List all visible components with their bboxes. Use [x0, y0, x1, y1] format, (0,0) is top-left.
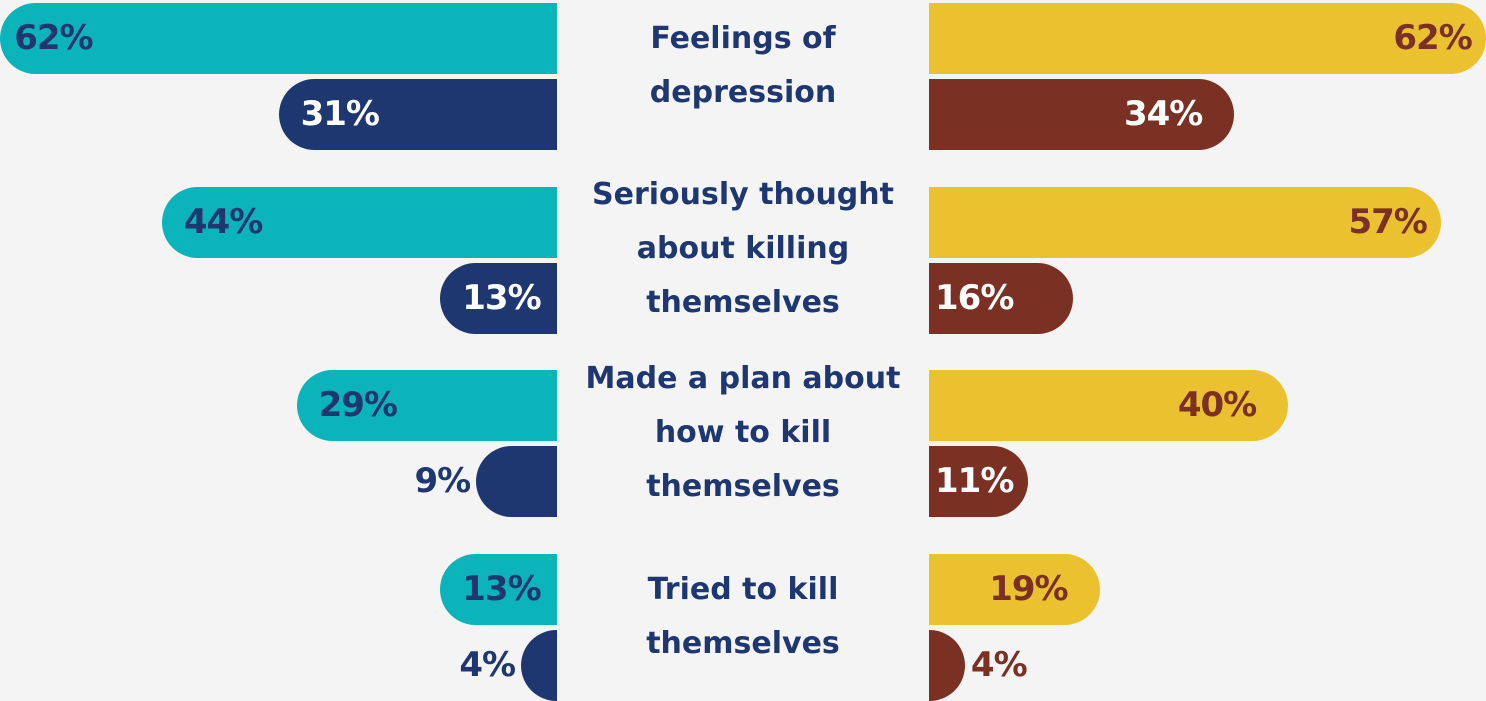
value-label: 19% [989, 569, 1068, 610]
value-label: 13% [462, 569, 541, 610]
value-label: 13% [462, 277, 541, 318]
value-label: 34% [1123, 94, 1203, 134]
value-label: 44% [183, 201, 263, 242]
bar [0, 3, 557, 74]
value-label: 9% [414, 461, 471, 502]
bar [929, 262, 1073, 334]
value-label: 40% [1177, 385, 1257, 426]
bar [278, 79, 557, 150]
bar [929, 554, 1100, 626]
bar [929, 186, 1441, 258]
bar [161, 186, 557, 258]
category-label: Tried to kill themselves [646, 571, 840, 661]
bar [440, 262, 557, 334]
value-label: 29% [318, 385, 398, 426]
category-label: Made a plan about how to kill themselves [585, 360, 901, 504]
category-label: Feelings of depression [649, 20, 837, 110]
bar [929, 79, 1235, 150]
value-label: 11% [935, 461, 1014, 502]
value-label: 4% [970, 645, 1028, 686]
bar [929, 630, 965, 701]
bar [929, 3, 1486, 74]
value-label: 57% [1348, 201, 1427, 242]
bar [929, 370, 1289, 442]
bar [296, 370, 557, 442]
bar [476, 446, 557, 518]
category-label: Seriously thought about killing themselv… [592, 177, 894, 321]
value-label: 62% [14, 18, 93, 58]
bar [521, 630, 557, 701]
value-label: 16% [935, 277, 1014, 318]
bar [440, 554, 557, 626]
bar [929, 446, 1028, 518]
value-label: 62% [1393, 18, 1472, 58]
value-label: 31% [300, 94, 380, 134]
value-label: 4% [459, 645, 516, 686]
